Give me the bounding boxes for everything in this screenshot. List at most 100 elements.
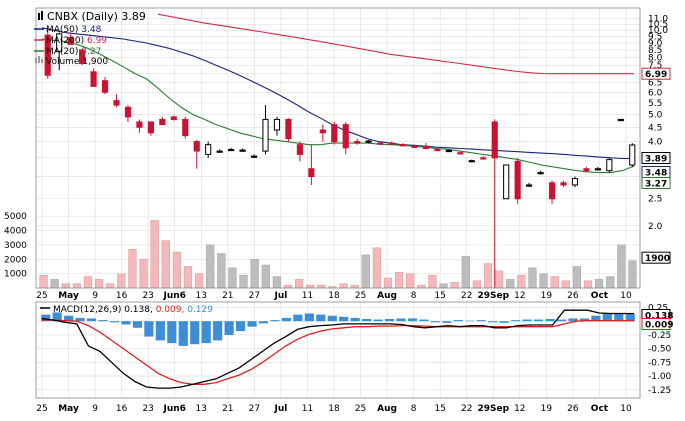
price-tick-label: 4.0 [648, 138, 663, 148]
candle-body [193, 141, 200, 152]
candle-body [285, 118, 292, 140]
price-tick-label: 5.5 [648, 99, 662, 109]
macd-histogram-bar [488, 321, 498, 323]
ma20-line [41, 38, 635, 174]
volume-bar [439, 283, 448, 289]
candle-body [56, 33, 63, 52]
macd-histogram-bar [568, 318, 578, 322]
volume-bar [539, 273, 548, 289]
macd-histogram-bar [213, 321, 223, 341]
candle-body [67, 37, 74, 45]
x-tick-label-macd: 27 [249, 404, 260, 414]
x-tick-label-macd: 23 [142, 404, 153, 414]
moving-averages [41, 13, 635, 174]
x-tick-label-macd: 25 [355, 404, 366, 414]
candle-body [583, 168, 590, 172]
candle-body [445, 149, 452, 153]
x-tick-label: Oct [591, 291, 609, 301]
x-tick-label-macd: 15 [434, 404, 445, 414]
volume-bar [617, 244, 626, 289]
candle-body [457, 152, 464, 155]
legend-value: 3.48 [81, 25, 101, 35]
x-tick-label: 25 [355, 291, 366, 301]
candle-body [90, 71, 97, 87]
x-tick-label-macd: 9 [92, 404, 98, 414]
price-tick-label: 7.5 [648, 61, 662, 71]
x-tick-label-macd: 18 [328, 404, 340, 414]
volume-bar [561, 280, 570, 289]
macd-histogram-bar [591, 315, 601, 322]
macd-histogram-bar [41, 314, 51, 322]
macd-histogram-bar [235, 321, 246, 332]
candle-body [216, 150, 223, 153]
volume-bar [372, 247, 381, 289]
macd-histogram-bar [190, 321, 200, 345]
macd-histogram-bar [556, 319, 567, 322]
macd-histogram-bar [465, 320, 475, 322]
macd-value-badge: 0.138 [645, 312, 673, 322]
volume-tick-label: 1000 [4, 270, 27, 280]
x-tick-label: 27 [249, 291, 260, 301]
candle-body [365, 140, 372, 143]
volume-bar [239, 274, 248, 289]
macd-panel-frame [35, 301, 641, 399]
candle-body [250, 155, 258, 158]
volume-bar [50, 279, 59, 289]
x-tick-label-macd: 26 [567, 404, 579, 414]
candle-body [422, 145, 430, 149]
macd-histogram-bar [602, 313, 612, 322]
x-tick-label: 10 [620, 291, 632, 301]
candlesticks [44, 28, 636, 288]
volume-bar [572, 266, 581, 289]
volume-bar [150, 220, 159, 289]
candle-body [388, 142, 395, 145]
volume-bar [395, 271, 404, 289]
ma50-value-badge: 3.48 [645, 169, 667, 179]
macd-histogram-bar [98, 320, 108, 322]
candle-body [308, 168, 315, 178]
macd-tick-label: -0.75 [648, 358, 671, 368]
price-tick-label: 10.0 [648, 26, 668, 36]
macd-histogram-bar [350, 317, 360, 322]
x-tick-label-macd: 13 [196, 404, 207, 414]
volume-tick-label: 3000 [4, 241, 27, 251]
volume-bar [350, 284, 359, 289]
chart-title: CNBX (Daily) 3.89 [47, 10, 146, 23]
last-price-badge: 3.89 [645, 155, 667, 165]
legend-ma50: MA(50) 3.48 [46, 25, 102, 35]
candle-body [537, 172, 544, 175]
x-tick-label-macd: Oct [591, 404, 609, 414]
macd-legend-hist: 0.129 [187, 305, 213, 315]
macd-histogram-bar [614, 314, 624, 322]
volume-value-badge: 1900 [645, 254, 670, 264]
signal-value-badge-box [641, 318, 671, 330]
ma200-line [157, 13, 634, 75]
volume-bar [339, 283, 348, 289]
candle-body [205, 144, 212, 155]
x-tick-label-macd: 12 [514, 404, 525, 414]
macd-histogram-bar [442, 321, 452, 323]
candle-body [606, 159, 613, 172]
macd-histogram-bar [373, 319, 383, 322]
x-tick-label-macd: 22 [461, 404, 472, 414]
candle-body [124, 106, 132, 118]
volume-bar [272, 276, 281, 289]
candle-body [136, 121, 143, 128]
candle-body [491, 121, 498, 159]
macd-histogram-bar [121, 321, 131, 325]
price-tick-label: 10.5 [648, 20, 668, 30]
macd-histogram-bar [327, 315, 337, 322]
volume-bar [317, 284, 326, 289]
price-tick-label: 5.0 [648, 110, 663, 120]
volume-bar [550, 276, 559, 289]
macd-histogram-bar [258, 321, 269, 324]
x-tick-label: 19 [541, 291, 553, 301]
candle-body [514, 160, 521, 200]
macd-tick-label: 0.25 [648, 303, 668, 313]
ma20-value-badge-box [641, 177, 671, 189]
candle-body [319, 129, 326, 134]
volume-value-badge-box [641, 251, 671, 264]
candle-body [468, 160, 475, 163]
price-tick-label: 9.0 [648, 39, 663, 49]
